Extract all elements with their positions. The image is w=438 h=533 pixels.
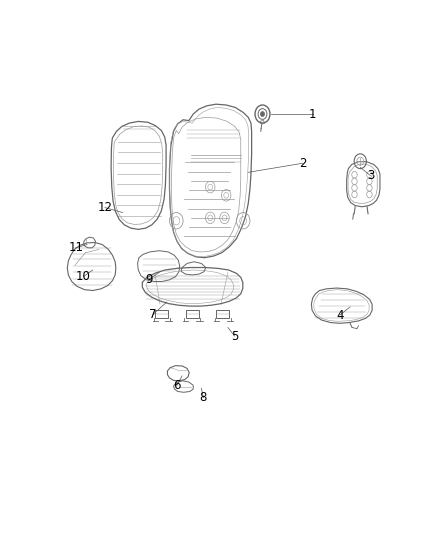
Text: 2: 2 [299, 157, 306, 170]
Text: 10: 10 [76, 270, 91, 283]
Text: 1: 1 [309, 108, 317, 120]
Bar [216, 310, 229, 318]
Bar [155, 310, 168, 318]
Text: 11: 11 [68, 241, 83, 254]
Text: 3: 3 [367, 169, 374, 182]
Text: 4: 4 [336, 309, 344, 321]
Text: 5: 5 [231, 329, 238, 343]
Text: 12: 12 [98, 201, 113, 214]
Text: 8: 8 [200, 391, 207, 404]
Circle shape [261, 111, 265, 117]
Text: 6: 6 [173, 379, 181, 392]
Text: 9: 9 [145, 272, 153, 286]
Text: 7: 7 [149, 308, 157, 321]
Bar [186, 310, 199, 318]
